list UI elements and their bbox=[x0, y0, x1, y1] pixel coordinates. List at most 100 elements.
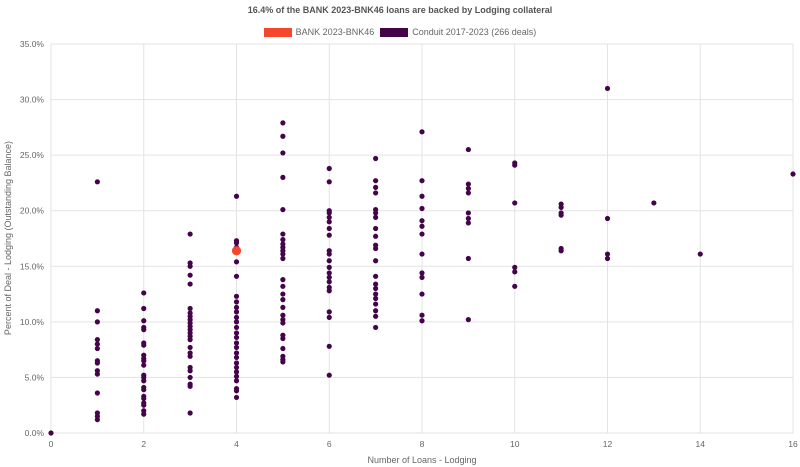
conduit-data-point bbox=[326, 179, 332, 185]
x-tick-label: 14 bbox=[696, 439, 706, 449]
conduit-data-point bbox=[233, 378, 240, 384]
conduit-data-point bbox=[233, 360, 240, 366]
conduit-data-point bbox=[790, 171, 796, 177]
legend-item-conduit[interactable]: Conduit 2017-2023 (266 deals) bbox=[380, 27, 536, 37]
conduit-data-point bbox=[419, 205, 425, 212]
y-tick-label: 0.0% bbox=[25, 428, 45, 438]
conduit-data-point bbox=[558, 204, 564, 210]
conduit-data-point bbox=[326, 372, 332, 378]
conduit-data-point bbox=[373, 225, 379, 232]
conduit-data-point bbox=[141, 387, 147, 393]
conduit-data-point bbox=[280, 255, 286, 262]
conduit-data-point bbox=[280, 133, 286, 139]
conduit-data-point bbox=[280, 174, 286, 180]
conduit-data-point bbox=[187, 383, 193, 389]
conduit-data-point bbox=[233, 193, 240, 199]
conduit-data-point bbox=[326, 165, 332, 172]
conduit-data-point bbox=[94, 360, 100, 366]
conduit-data-point bbox=[233, 259, 240, 265]
conduit-data-point bbox=[465, 146, 471, 153]
conduit-data-point bbox=[141, 318, 147, 324]
conduit-data-point bbox=[48, 430, 54, 436]
conduit-data-point bbox=[326, 309, 332, 315]
conduit-data-point bbox=[326, 274, 332, 280]
data-points bbox=[48, 85, 796, 436]
conduit-data-point bbox=[326, 264, 332, 270]
conduit-data-point bbox=[187, 337, 193, 343]
legend-item-bank[interactable]: BANK 2023-BNK46 bbox=[263, 27, 375, 37]
conduit-data-point bbox=[233, 334, 240, 341]
conduit-data-point bbox=[94, 341, 100, 347]
conduit-data-point bbox=[141, 362, 147, 368]
conduit-data-point bbox=[187, 281, 193, 287]
conduit-data-point bbox=[512, 283, 518, 289]
conduit-data-point bbox=[512, 162, 518, 168]
conduit-data-point bbox=[419, 129, 425, 135]
conduit-data-point bbox=[326, 314, 332, 321]
conduit-data-point bbox=[326, 214, 332, 220]
conduit-data-point bbox=[141, 411, 147, 417]
conduit-data-point bbox=[373, 308, 379, 314]
conduit-data-point bbox=[280, 297, 286, 303]
conduit-data-point bbox=[187, 344, 193, 351]
conduit-data-point bbox=[233, 330, 240, 336]
conduit-data-point bbox=[419, 193, 425, 199]
bank-data-point bbox=[231, 246, 242, 256]
conduit-data-point bbox=[141, 378, 147, 384]
legend-swatch-bank bbox=[263, 27, 292, 37]
x-tick-label: 2 bbox=[141, 439, 146, 449]
conduit-data-point bbox=[326, 225, 332, 232]
y-tick-label: 30.0% bbox=[20, 95, 45, 105]
conduit-data-point bbox=[233, 340, 240, 346]
conduit-data-point bbox=[419, 312, 425, 318]
legend-label-bank: BANK 2023-BNK46 bbox=[295, 27, 375, 37]
conduit-data-point bbox=[373, 245, 379, 252]
conduit-data-point bbox=[187, 263, 193, 269]
x-tick-label: 0 bbox=[49, 439, 54, 449]
conduit-data-point bbox=[280, 277, 286, 283]
conduit-data-point bbox=[373, 184, 379, 190]
tick-labels: 0 2 4 6 8 10 12 14 16 0.0% 5.0% 10.0% 15.0% 20.0% 25.0… bbox=[20, 39, 798, 449]
y-axis-title: Percent of Deal - Lodging (Outstanding B… bbox=[3, 141, 13, 335]
conduit-data-point bbox=[187, 368, 193, 374]
conduit-data-point bbox=[419, 178, 425, 184]
x-tick-label: 4 bbox=[234, 439, 239, 449]
conduit-data-point bbox=[326, 219, 332, 225]
conduit-data-point bbox=[141, 342, 147, 348]
conduit-data-point bbox=[373, 210, 379, 216]
conduit-data-point bbox=[558, 248, 564, 254]
conduit-data-point bbox=[94, 319, 100, 325]
conduit-data-point bbox=[512, 200, 518, 206]
conduit-data-point bbox=[233, 373, 240, 379]
conduit-data-point bbox=[187, 305, 193, 312]
conduit-data-point bbox=[465, 185, 471, 192]
conduit-data-point bbox=[233, 314, 240, 321]
conduit-data-point bbox=[141, 305, 147, 312]
conduit-data-point bbox=[373, 324, 379, 331]
conduit-data-point bbox=[326, 232, 332, 238]
x-tick-label: 6 bbox=[327, 439, 332, 449]
conduit-data-point bbox=[141, 402, 147, 408]
y-tick-label: 35.0% bbox=[20, 39, 45, 49]
conduit-data-point bbox=[465, 210, 471, 216]
conduit-data-point bbox=[187, 272, 193, 278]
chart-title: 16.4% of the BANK 2023-BNK46 loans are b… bbox=[247, 5, 553, 15]
conduit-data-point bbox=[94, 371, 100, 377]
conduit-data-point bbox=[233, 319, 240, 325]
conduit-data-point bbox=[465, 190, 471, 196]
conduit-data-point bbox=[558, 212, 564, 218]
conduit-data-point bbox=[233, 299, 240, 305]
conduit-data-point bbox=[187, 374, 193, 381]
conduit-data-point bbox=[141, 327, 147, 333]
conduit-data-point bbox=[326, 251, 332, 257]
conduit-data-point bbox=[280, 283, 286, 289]
legend-label-conduit: Conduit 2017-2023 (266 deals) bbox=[412, 27, 537, 37]
conduit-data-point bbox=[419, 251, 425, 257]
conduit-data-point bbox=[604, 255, 611, 262]
conduit-data-point bbox=[326, 210, 332, 216]
conduit-data-point bbox=[280, 335, 286, 342]
conduit-data-point bbox=[512, 264, 518, 270]
conduit-data-point bbox=[187, 410, 193, 416]
conduit-data-point bbox=[373, 190, 379, 196]
